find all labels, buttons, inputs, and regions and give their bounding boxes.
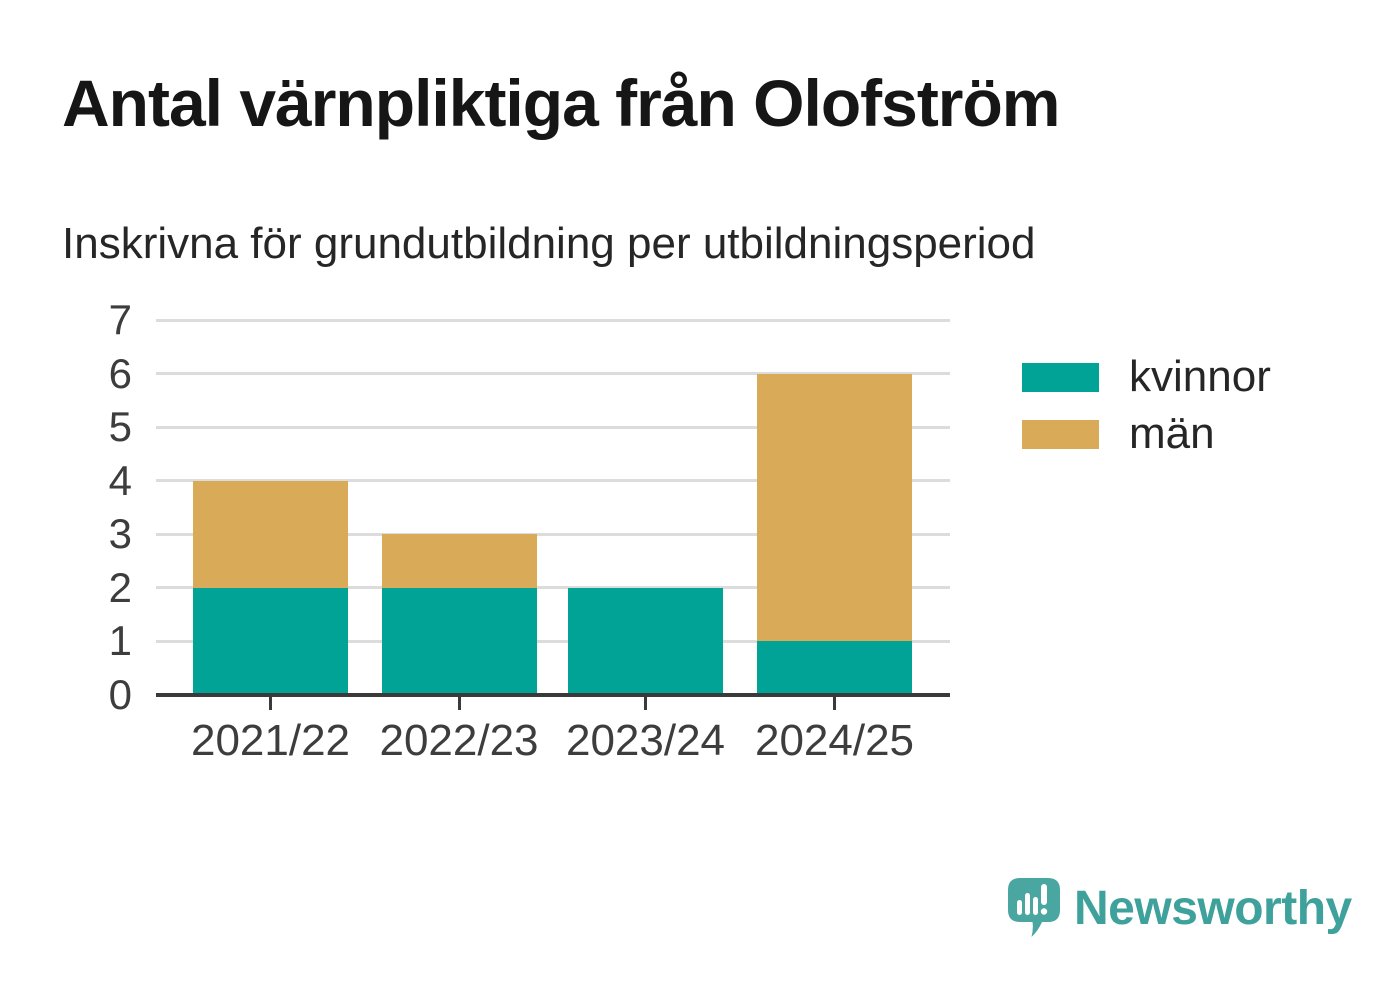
logo-exclamation-bar [1041,884,1047,905]
x-axis-tick-2022/23 [457,697,461,710]
bar-segment-kvinnor-2021/22 [193,587,348,695]
legend-swatch-kvinnor [1022,362,1099,392]
gridline-4 [156,479,950,483]
y-axis-label-3: 3 [108,510,132,558]
legend-swatch-man [1022,419,1099,449]
y-axis-label-4: 4 [108,456,132,504]
chart-title: Antal värnpliktiga från Olofström [62,66,1060,140]
logo-bar-3 [1033,897,1038,915]
bar-segment-män-2021/22 [193,480,348,588]
x-axis-label-2024/25: 2024/25 [754,716,915,765]
x-axis-tick-2021/22 [269,697,272,710]
gridline-6 [156,372,950,376]
legend-label-man: män [1129,409,1215,458]
gridline-3 [156,532,950,536]
gridline-5 [156,425,950,429]
y-axis-label-0: 0 [108,671,132,718]
y-axis-label-2: 2 [108,563,132,611]
x-axis-label-2021/22: 2021/22 [190,716,351,765]
x-axis-label-2023/24: 2023/24 [565,716,726,765]
bar-segment-kvinnor-2022/23 [381,587,537,695]
x-axis-tick-2024/25 [833,697,836,710]
legend-label-kvinnor: kvinnor [1129,352,1271,401]
newsworthy-branding: Newsworthy [1008,878,1352,940]
legend-item-kvinnor: kvinnor [1022,355,1271,399]
chart-legend: kvinnor män [1022,355,1271,456]
newsworthy-logo-icon [1008,878,1060,937]
gridline-2 [156,586,950,590]
logo-bar-2 [1025,893,1030,915]
y-axis-label-5: 5 [108,403,132,451]
chart-subtitle: Inskrivna för grundutbildning per utbild… [62,219,1036,268]
bar-segment-män-2024/25 [757,373,912,642]
bar-segment-kvinnor-2024/25 [757,641,912,695]
x-axis-tick-2023/24 [644,697,647,710]
logo-exclamation-dot [1040,908,1048,915]
bar-segment-kvinnor-2023/24 [568,587,723,695]
newsworthy-logo-text: Newsworthy [1074,882,1352,935]
gridline-7 [156,318,950,322]
x-axis-baseline [156,693,950,697]
y-axis-label-6: 6 [108,349,132,397]
legend-item-man: män [1022,412,1271,456]
gridline-1 [156,639,950,643]
y-axis-label-1: 1 [108,617,132,665]
bar-segment-män-2022/23 [381,534,537,588]
y-axis-label-7: 7 [108,296,132,343]
logo-bar-1 [1017,900,1022,915]
x-axis-label-2022/23: 2022/23 [379,716,539,765]
